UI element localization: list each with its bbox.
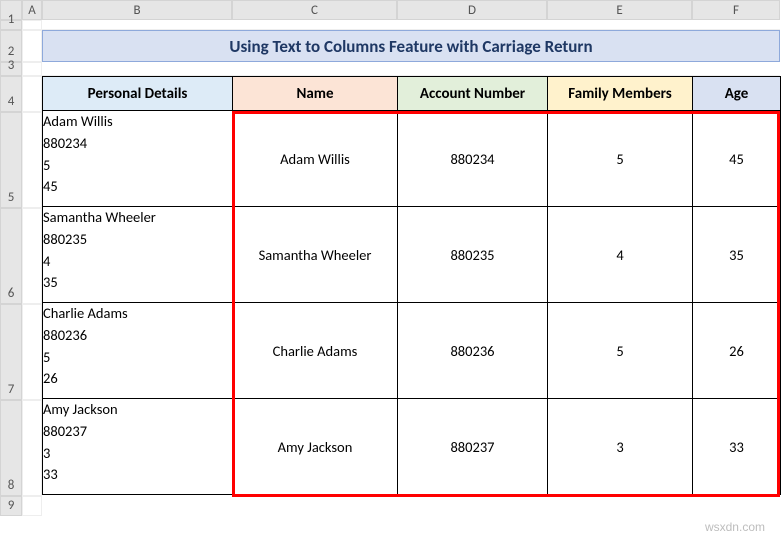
cell-account[interactable]: 880236	[398, 303, 548, 399]
col-header-a[interactable]: A	[22, 0, 42, 20]
cell-blank[interactable]	[22, 76, 42, 112]
row-header-9[interactable]: 9	[0, 496, 22, 516]
header-name[interactable]: Name	[233, 77, 398, 111]
cell-family[interactable]: 4	[548, 207, 693, 303]
table-row: Samantha Wheeler 880235 4 35 Samantha Wh…	[43, 207, 781, 303]
cell-personal-details[interactable]: Charlie Adams 880236 5 26	[43, 303, 233, 399]
data-table-wrap: Personal Details Name Account Number Fam…	[42, 76, 780, 495]
row-header-7[interactable]: 7	[0, 304, 22, 400]
blank-row-1[interactable]	[42, 20, 780, 30]
row-header-4[interactable]: 4	[0, 76, 22, 112]
header-family-members[interactable]: Family Members	[548, 77, 693, 111]
row-header-5[interactable]: 5	[0, 112, 22, 208]
cell-family[interactable]: 5	[548, 303, 693, 399]
col-header-c[interactable]: C	[232, 0, 397, 20]
col-header-d[interactable]: D	[397, 0, 547, 20]
cell-personal-details[interactable]: Amy Jackson 880237 3 33	[43, 399, 233, 495]
blank-row-3[interactable]	[42, 62, 780, 76]
row-header-6[interactable]: 6	[0, 208, 22, 304]
cell-age[interactable]: 26	[693, 303, 781, 399]
header-age[interactable]: Age	[693, 77, 781, 111]
blank-row-9[interactable]	[42, 495, 780, 515]
column-a-blank	[22, 20, 42, 516]
row-header-1[interactable]: 1	[0, 20, 22, 30]
cell-age[interactable]: 45	[693, 111, 781, 207]
header-personal-details[interactable]: Personal Details	[43, 77, 233, 111]
cell-blank[interactable]	[22, 304, 42, 400]
col-header-f[interactable]: F	[692, 0, 780, 20]
cell-blank[interactable]	[22, 400, 42, 496]
page-title[interactable]: Using Text to Columns Feature with Carri…	[42, 30, 780, 62]
cell-account[interactable]: 880237	[398, 399, 548, 495]
cell-personal-details[interactable]: Samantha Wheeler 880235 4 35	[43, 207, 233, 303]
cell-family[interactable]: 3	[548, 399, 693, 495]
row-header-8[interactable]: 8	[0, 400, 22, 496]
table-row: Adam Willis 880234 5 45 Adam Willis 8802…	[43, 111, 781, 207]
cell-name[interactable]: Charlie Adams	[233, 303, 398, 399]
cell-age[interactable]: 35	[693, 207, 781, 303]
cell-age[interactable]: 33	[693, 399, 781, 495]
cell-blank[interactable]	[22, 30, 42, 62]
col-header-e[interactable]: E	[547, 0, 692, 20]
table-row: Charlie Adams 880236 5 26 Charlie Adams …	[43, 303, 781, 399]
cell-blank[interactable]	[22, 20, 42, 30]
cell-family[interactable]: 5	[548, 111, 693, 207]
cell-personal-details[interactable]: Adam Willis 880234 5 45	[43, 111, 233, 207]
row-header-3[interactable]: 3	[0, 62, 22, 76]
cell-name[interactable]: Samantha Wheeler	[233, 207, 398, 303]
table-row: Amy Jackson 880237 3 33 Amy Jackson 8802…	[43, 399, 781, 495]
cell-name[interactable]: Adam Willis	[233, 111, 398, 207]
col-header-b[interactable]: B	[42, 0, 232, 20]
cell-blank[interactable]	[22, 208, 42, 304]
row-headers: 1 2 3 4 5 6 7 8 9	[0, 20, 22, 516]
cell-account[interactable]: 880234	[398, 111, 548, 207]
cell-blank[interactable]	[22, 496, 42, 516]
table-header-row: Personal Details Name Account Number Fam…	[43, 77, 781, 111]
data-table: Personal Details Name Account Number Fam…	[42, 76, 781, 495]
column-headers: A B C D E F	[0, 0, 781, 20]
cell-account[interactable]: 880235	[398, 207, 548, 303]
content-area: Using Text to Columns Feature with Carri…	[42, 20, 780, 516]
header-account-number[interactable]: Account Number	[398, 77, 548, 111]
cell-name[interactable]: Amy Jackson	[233, 399, 398, 495]
watermark: wsxdn.com	[705, 520, 765, 534]
cell-blank[interactable]	[22, 112, 42, 208]
cell-blank[interactable]	[22, 62, 42, 76]
